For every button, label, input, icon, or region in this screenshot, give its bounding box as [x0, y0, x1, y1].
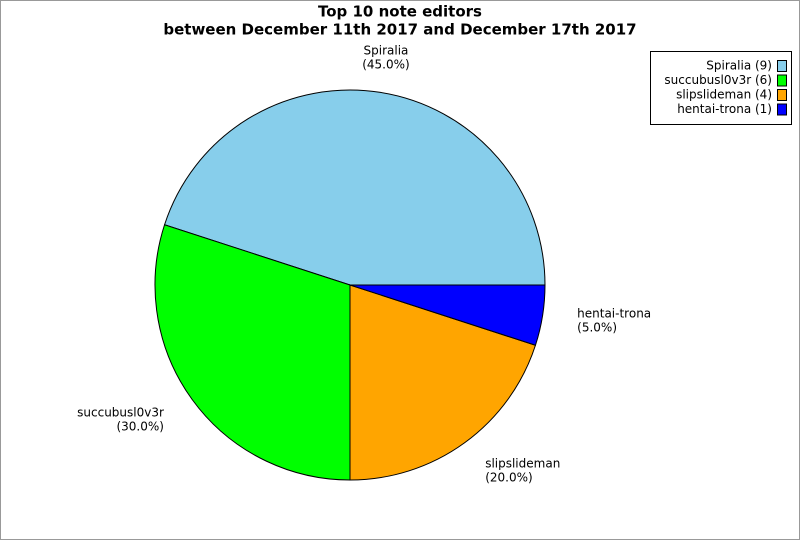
pie-slice [154, 224, 351, 481]
legend-swatch [777, 74, 787, 87]
pie-slice [163, 89, 546, 286]
legend-box [650, 51, 792, 125]
slice-label: succubusl0v3r [77, 406, 164, 420]
slice-label: hentai-trona [577, 306, 651, 320]
legend-swatch [777, 103, 787, 116]
slice-label: Spiralia [364, 43, 409, 57]
legend-label: succubusl0v3r (6) [664, 73, 772, 87]
chart-title: Top 10 note editors [318, 3, 482, 21]
slice-label: slipslideman [485, 457, 560, 471]
pie-slice [349, 284, 537, 481]
legend-label: Spiralia (9) [706, 59, 772, 73]
slice-percent: (20.0%) [485, 471, 532, 485]
pie-slice [349, 284, 546, 346]
slice-percent: (5.0%) [577, 320, 617, 334]
chart-subtitle: between December 11th 2017 and December … [163, 21, 636, 39]
legend-label: hentai-trona (1) [677, 102, 772, 116]
slice-percent: (45.0%) [362, 57, 409, 71]
legend-swatch [777, 89, 787, 101]
legend-label: slipslideman (4) [676, 88, 772, 102]
slice-percent: (30.0%) [116, 420, 163, 434]
legend-swatch [777, 60, 787, 72]
